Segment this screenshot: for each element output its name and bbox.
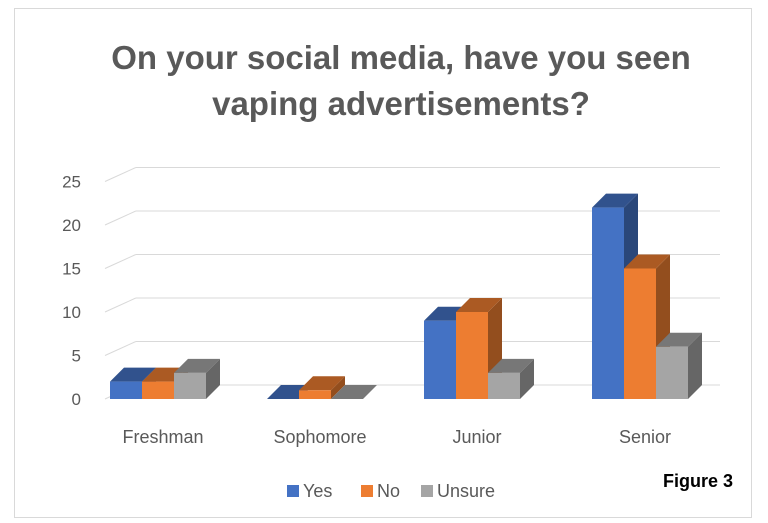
bar-front — [110, 381, 142, 399]
bar-top — [656, 332, 702, 347]
y-tick-label: 25 — [62, 173, 81, 192]
bar-side — [206, 358, 220, 399]
bar-senior-unsure — [656, 332, 702, 399]
legend-item-yes: Yes — [287, 481, 332, 501]
figure-label: Figure 3 — [663, 471, 733, 491]
y-axis-ticks: 0 5 10 15 20 25 — [62, 173, 81, 410]
bar-top — [174, 358, 220, 373]
legend-swatch — [287, 485, 299, 497]
bar-freshman-unsure — [174, 358, 220, 399]
bar-sophomore-no — [299, 376, 345, 399]
bar-side — [331, 376, 345, 399]
bar-junior-unsure — [488, 358, 534, 399]
x-category-label: Senior — [619, 427, 671, 447]
gridline-wall-1 — [104, 341, 137, 356]
x-category-label: Freshman — [122, 427, 203, 447]
gridline-wall-3 — [104, 254, 137, 269]
bar-front — [456, 312, 488, 399]
bar-side — [688, 332, 702, 399]
gridline-wall-5 — [104, 167, 137, 182]
bar-front — [174, 372, 206, 399]
bar-top — [110, 367, 156, 382]
legend-label: No — [377, 481, 400, 501]
bar-front — [656, 346, 688, 399]
x-axis-categories: Freshman Sophomore Junior Senior — [122, 427, 671, 447]
gridline-wall-4 — [104, 210, 137, 226]
y-tick-label: 15 — [62, 260, 81, 279]
bar-top — [456, 298, 502, 312]
chart-title: On your social media, have you seen vapi… — [111, 39, 691, 122]
bar-top — [624, 254, 670, 269]
bars — [110, 193, 702, 399]
y-tick-label: 20 — [62, 216, 81, 235]
y-tick-label: 5 — [72, 347, 81, 366]
legend-label: Unsure — [437, 481, 495, 501]
bar-front — [624, 268, 656, 399]
bar-top — [299, 376, 345, 391]
bar-sophomore-unsure — [331, 385, 377, 399]
x-category-label: Sophomore — [273, 427, 366, 447]
legend: Yes No Unsure — [287, 481, 495, 501]
bar-front — [299, 390, 331, 399]
legend-swatch — [421, 485, 433, 497]
bar-side — [520, 358, 534, 399]
bar-top — [592, 193, 638, 208]
chart: On your social media, have you seen vapi… — [62, 39, 733, 501]
bar-front — [592, 207, 624, 399]
y-tick-label: 10 — [62, 303, 81, 322]
chart-title-line-1: On your social media, have you seen — [111, 39, 691, 76]
gridline-wall-2 — [104, 297, 137, 313]
bar-front — [488, 372, 520, 399]
legend-item-no: No — [361, 481, 400, 501]
legend-item-unsure: Unsure — [421, 481, 495, 501]
chart-title-line-2: vaping advertisements? — [212, 85, 590, 122]
legend-label: Yes — [303, 481, 332, 501]
bar-top — [331, 385, 377, 399]
legend-swatch — [361, 485, 373, 497]
bar-front — [142, 381, 174, 399]
chart-frame: On your social media, have you seen vapi… — [14, 8, 752, 518]
y-tick-label: 0 — [72, 390, 81, 409]
bar-top — [488, 358, 534, 373]
bar-front — [424, 320, 456, 399]
x-category-label: Junior — [452, 427, 501, 447]
